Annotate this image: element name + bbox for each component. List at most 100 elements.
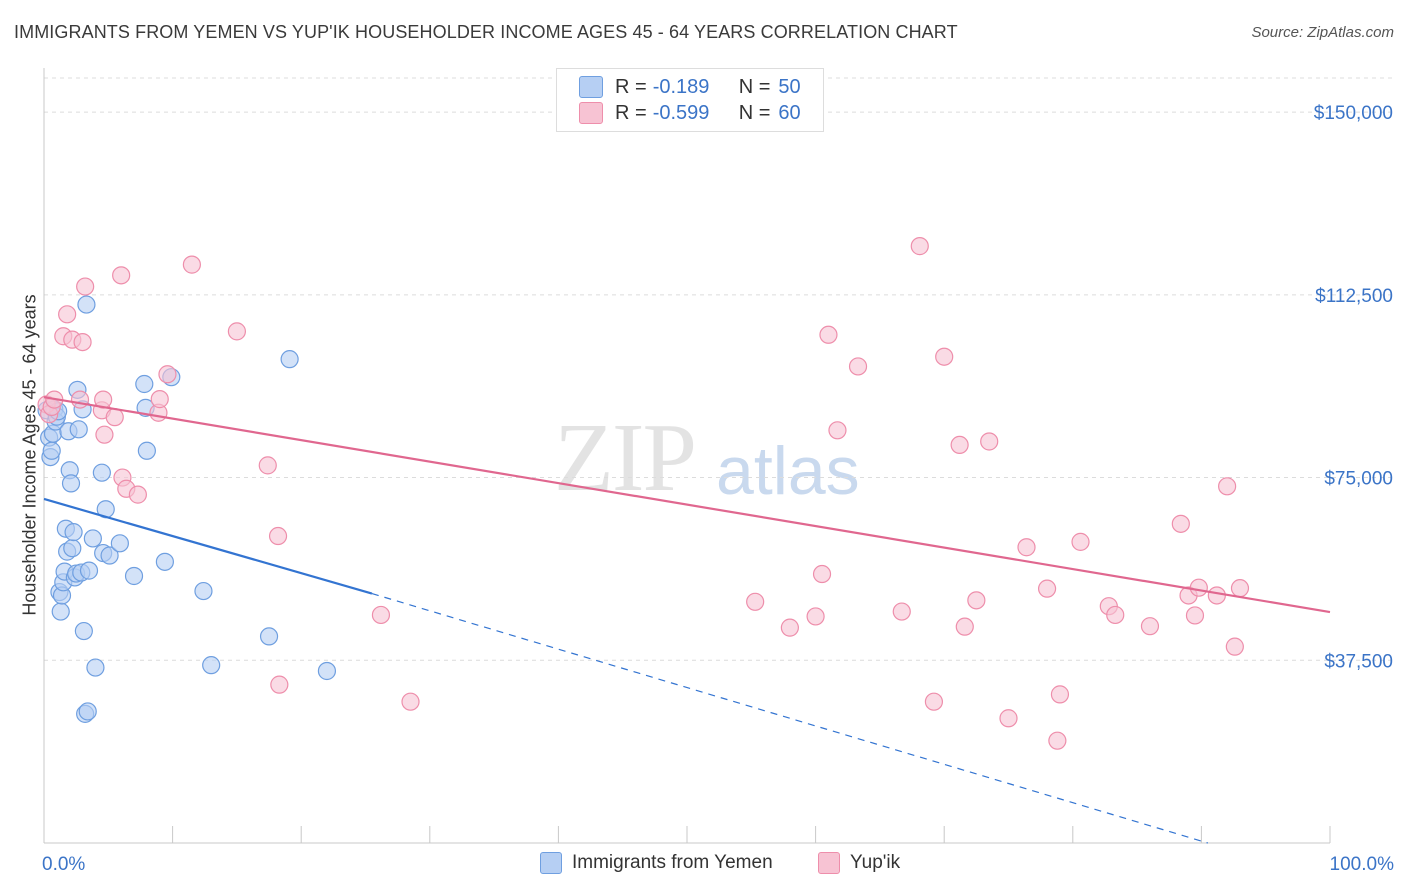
y-tick-label: $112,500: [1315, 286, 1393, 307]
point-yupik: [892, 602, 911, 621]
point-yemen: [64, 523, 83, 542]
chart-title: IMMIGRANTS FROM YEMEN VS YUP'IK HOUSEHOL…: [14, 22, 958, 42]
point-yemen: [100, 546, 119, 565]
point-yupik: [1017, 538, 1036, 557]
point-yemen: [83, 529, 102, 548]
legend-n-label: N =: [738, 101, 771, 124]
trend-line-yemen-extension: [371, 592, 1209, 844]
trend-line-yupik: [43, 396, 1331, 614]
legend-swatch-yupik: [579, 102, 603, 124]
x-tick-label-max: 100.0%: [1330, 854, 1395, 875]
point-yupik: [1225, 637, 1244, 656]
legend-r-label: R =: [615, 75, 647, 98]
point-yupik: [950, 435, 969, 455]
correlation-legend: R = -0.189 N = 50 R = -0.599 N = 60: [556, 68, 824, 132]
legend-row-yemen: R = -0.189 N = 50: [579, 75, 801, 99]
y-tick-label: $75,000: [1324, 469, 1393, 490]
y-tick-label: $37,500: [1324, 651, 1393, 672]
point-yupik: [1071, 532, 1090, 551]
point-yupik: [1050, 685, 1070, 704]
point-yemen: [86, 658, 105, 677]
y-tick-label: $150,000: [1314, 103, 1393, 124]
point-yupik: [158, 365, 177, 384]
point-yupik: [128, 485, 147, 504]
point-yemen: [92, 463, 111, 482]
point-yupik: [746, 592, 765, 611]
legend-r-value: -0.189: [652, 75, 710, 98]
point-yupik: [268, 526, 288, 546]
point-yemen: [259, 627, 279, 646]
point-yemen: [42, 441, 61, 460]
point-yupik: [848, 357, 868, 376]
point-yupik: [227, 322, 246, 341]
point-yupik: [105, 408, 124, 427]
point-yemen: [124, 566, 144, 586]
bottom-legend-swatch-yupik: [818, 852, 840, 874]
point-yupik: [258, 456, 277, 475]
point-yemen: [110, 534, 129, 553]
point-yupik: [1218, 477, 1237, 496]
point-yemen: [61, 474, 81, 493]
point-yupik: [967, 591, 986, 610]
point-yemen: [317, 661, 337, 681]
point-yupik: [1037, 579, 1057, 598]
point-yemen: [202, 656, 221, 675]
point-yupik: [73, 332, 92, 352]
point-yupik: [780, 618, 799, 637]
point-yupik: [1140, 617, 1160, 636]
point-yemen: [69, 420, 88, 439]
trend-line-yemen: [43, 497, 373, 595]
point-yupik: [1207, 586, 1226, 605]
point-yupik: [999, 709, 1018, 728]
point-yupik: [58, 305, 77, 324]
point-yupik: [112, 266, 131, 285]
point-yemen: [51, 602, 70, 621]
point-yupik: [1189, 578, 1208, 597]
bottom-legend-yupik: Yup'ik: [818, 852, 900, 874]
watermark-atlas: atlas: [716, 433, 860, 509]
point-yemen: [77, 295, 96, 314]
legend-swatch-yemen: [579, 76, 603, 98]
point-yemen: [78, 702, 97, 721]
source-label: Source: ZipAtlas.com: [1251, 24, 1394, 41]
bottom-legend-label-yupik: Yup'ik: [850, 852, 901, 873]
point-yupik: [150, 390, 169, 409]
point-yupik: [1185, 606, 1205, 625]
bottom-legend-yemen: Immigrants from Yemen: [540, 852, 773, 874]
point-yemen: [155, 552, 174, 571]
legend-r-label: R =: [615, 101, 647, 124]
bottom-legend-label-yemen: Immigrants from Yemen: [572, 852, 773, 873]
point-yupik: [401, 692, 420, 711]
point-yemen: [74, 621, 93, 641]
point-yemen: [194, 581, 213, 601]
point-yemen: [137, 441, 156, 460]
point-yemen: [63, 539, 82, 558]
point-yupik: [95, 425, 114, 444]
point-yemen: [79, 561, 99, 580]
legend-n-value: 60: [778, 101, 801, 124]
bottom-legend-swatch-yemen: [540, 852, 562, 874]
point-yupik: [182, 255, 201, 274]
point-yemen: [135, 374, 154, 394]
point-yupik: [1171, 514, 1190, 533]
point-yemen: [280, 350, 299, 369]
point-yupik: [812, 564, 832, 584]
point-yupik: [1106, 605, 1125, 625]
point-yupik: [1230, 579, 1250, 598]
point-yupik: [819, 325, 838, 344]
point-yupik: [70, 390, 90, 409]
legend-n-value: 50: [778, 75, 801, 98]
legend-row-yupik: R = -0.599 N = 60: [579, 101, 801, 125]
point-yupik: [270, 675, 289, 694]
point-yupik: [910, 237, 929, 256]
point-yupik: [371, 605, 391, 625]
point-yupik: [980, 432, 999, 451]
point-yupik: [806, 607, 825, 626]
legend-r-value: -0.599: [652, 101, 710, 124]
legend-n-label: N =: [738, 75, 771, 98]
point-yupik: [924, 692, 944, 711]
point-yupik: [76, 277, 95, 296]
point-yupik: [935, 347, 954, 366]
x-tick-label-min: 0.0%: [42, 854, 85, 875]
